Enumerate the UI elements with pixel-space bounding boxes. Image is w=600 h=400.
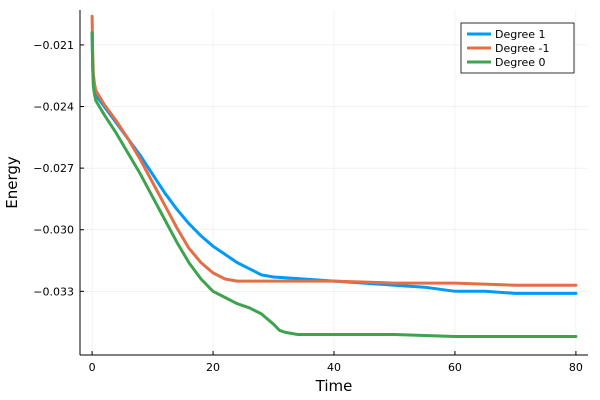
x-tick-label: 60: [448, 361, 462, 374]
series-lines: [90, 14, 578, 338]
x-tick-label: 20: [206, 361, 220, 374]
y-tick-label: −0.024: [33, 101, 74, 114]
y-tick-label: −0.021: [33, 39, 74, 52]
series-line-degree-1: [90, 14, 578, 287]
axis-ticks: 0 20 40 60 80 −0.021 −0.024 −0.027 −0.030 −0.033: [33, 10, 588, 374]
legend-label: Degree 0: [495, 56, 546, 69]
y-axis-title: Energy: [3, 156, 21, 209]
series-line-degree-0: [90, 31, 578, 338]
y-tick-label: −0.033: [33, 285, 74, 298]
x-tick-label: 40: [327, 361, 341, 374]
x-axis-title: Time: [315, 377, 353, 395]
legend-label: Degree -1: [495, 42, 550, 55]
x-tick-label: 80: [569, 361, 583, 374]
x-tick-label: 0: [89, 361, 96, 374]
y-tick-label: −0.027: [33, 162, 74, 175]
series-line-degree-1: [90, 31, 578, 295]
y-tick-label: −0.030: [33, 224, 74, 237]
legend-label: Degree 1: [495, 28, 546, 41]
